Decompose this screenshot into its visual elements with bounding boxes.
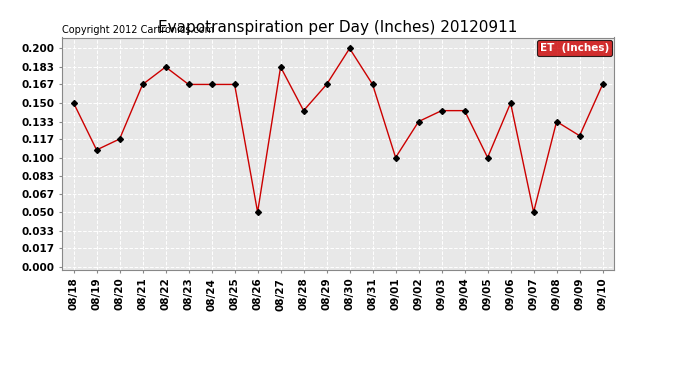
Text: Copyright 2012 Cartronics.com: Copyright 2012 Cartronics.com (62, 25, 214, 35)
Legend: ET  (Inches): ET (Inches) (537, 40, 612, 56)
Title: Evapotranspiration per Day (Inches) 20120911: Evapotranspiration per Day (Inches) 2012… (159, 20, 518, 35)
